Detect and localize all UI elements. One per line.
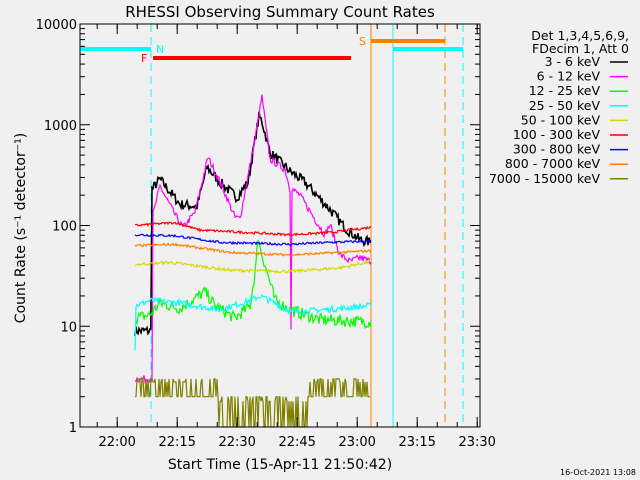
series-line-7 — [134, 242, 372, 257]
flag-label-S: S — [359, 35, 366, 48]
legend-label-8: 7000 - 15000 keV — [489, 171, 600, 186]
legend-header-2: FDecim 1, Att 0 — [532, 41, 629, 56]
legend-label-3: 25 - 50 keV — [529, 98, 601, 113]
legend-label-0: 3 - 6 keV — [545, 54, 601, 69]
axes: 22:00 22:15 22:30 22:45 23:00 23:15 23:30 1 10 10… — [36, 18, 496, 450]
y-axis-label: Count Rate (s⁻¹ detector⁻¹) — [13, 133, 29, 323]
legend-label-6: 300 - 800 keV — [513, 142, 601, 157]
legend-header-1: Det 1,3,4,5,6,9, — [531, 28, 629, 43]
x-tick-label-3: 22:45 — [278, 435, 315, 450]
flag-label-N: N — [156, 43, 164, 56]
x-tick-label-5: 23:15 — [398, 435, 435, 450]
x-tick-label-2: 22:30 — [218, 435, 255, 450]
legend-label-4: 50 - 100 keV — [521, 112, 601, 127]
legend-label-1: 6 - 12 keV — [537, 69, 601, 84]
x-tick-label-1: 22:15 — [158, 435, 195, 450]
y-tick-label-2: 100 — [52, 220, 77, 235]
series-line-1 — [134, 94, 372, 385]
series-line-4 — [134, 259, 372, 274]
legend-label-5: 100 - 300 keV — [513, 127, 601, 142]
series-line-5 — [134, 221, 372, 237]
legend: Det 1,3,4,5,6,9, FDecim 1, Att 0 3 - 6 k… — [489, 28, 629, 186]
x-tick-label-0: 22:00 — [98, 435, 135, 450]
series-line-3 — [134, 293, 372, 351]
plot-area: NF S — [79, 24, 464, 428]
y-tick-label-1: 10 — [60, 320, 77, 335]
legend-label-7: 800 - 7000 keV — [505, 156, 601, 171]
chart-title: RHESSI Observing Summary Count Rates — [125, 3, 435, 21]
series-line-0 — [134, 111, 372, 336]
y-tick-label-3: 1000 — [44, 119, 77, 134]
y-tick-label-0: 1 — [69, 421, 77, 436]
series-line-2 — [134, 240, 372, 330]
series-line-8 — [135, 378, 370, 428]
series-line-6 — [134, 233, 372, 246]
flag-label-F: F — [141, 52, 147, 65]
legend-label-2: 12 - 25 keV — [529, 83, 601, 98]
x-tick-label-4: 23:00 — [338, 435, 375, 450]
x-tick-label-6: 23:30 — [458, 435, 495, 450]
footer-timestamp: 16-Oct-2021 13:08 — [560, 468, 636, 477]
x-axis-label: Start Time (15-Apr-11 21:50:42) — [168, 457, 392, 473]
y-tick-label-4: 10000 — [36, 18, 77, 33]
